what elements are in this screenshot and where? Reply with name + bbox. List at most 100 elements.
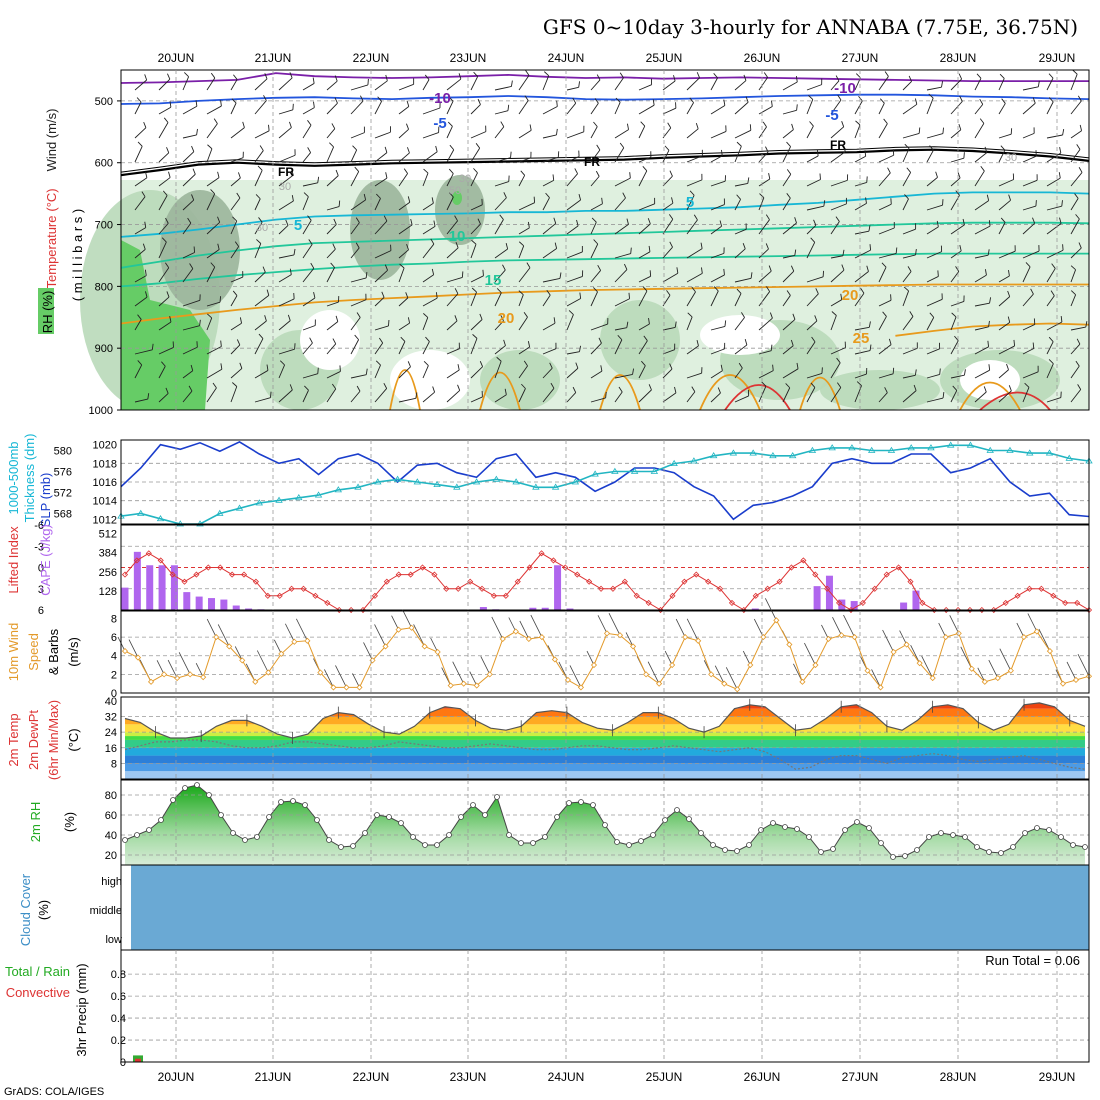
wind10m-marker (278, 650, 285, 657)
cape-bar (566, 608, 574, 610)
wind10m-marker (447, 682, 454, 689)
wind-barb-shaft (830, 99, 842, 115)
wind-barb-shaft (158, 267, 170, 283)
wind-barb-shaft (566, 86, 579, 91)
wind-barb-shaft (470, 396, 483, 403)
rh2m-marker (674, 807, 680, 813)
wind-barb-flag (641, 360, 646, 366)
wind-barb-flag (668, 214, 674, 220)
wind-barb-shaft (662, 150, 670, 163)
lifted-index-marker (157, 557, 164, 564)
wind-barb-shaft (878, 299, 892, 307)
rh-tick: 20 (105, 850, 117, 862)
rh2m-marker (770, 820, 776, 826)
lifted-index-marker (467, 578, 474, 585)
thickness-marker (413, 478, 422, 485)
wind-barb-flag (168, 171, 171, 178)
wind10m-barb (402, 609, 412, 628)
slp-tick: 1012 (93, 514, 117, 526)
wind-barb-shaft (998, 296, 1010, 307)
wind-barb-shaft (446, 173, 454, 187)
wind-barb-shaft (254, 370, 269, 379)
wind-barb-flag (884, 387, 888, 393)
wind-barb-shaft (830, 315, 837, 331)
wind-barb-flag (769, 312, 773, 319)
lifted-index-marker (990, 606, 997, 614)
wind-barb-shaft (758, 385, 767, 403)
wind-barb-shaft (926, 86, 942, 91)
wind-barb-shaft (278, 274, 292, 283)
wind-barb-flag (575, 362, 579, 369)
wind10m-marker (187, 671, 194, 678)
wind-barb-flag (410, 218, 413, 225)
wind-barb-shaft (734, 129, 752, 139)
cape-bar (900, 602, 908, 610)
wind-barb-flag (937, 270, 939, 277)
wind-tick: 8 (111, 613, 117, 625)
cloud-cover-panel: high middle low Cloud Cover (%) (18, 864, 1090, 951)
wind-barb-flag (137, 141, 143, 147)
wind-barb-shaft (182, 105, 198, 115)
wind-barb-shaft (710, 392, 721, 403)
lifted-index-marker (836, 599, 843, 606)
wind-barb-flag (334, 75, 338, 82)
wind10m-barb (921, 655, 934, 679)
cape-bar (208, 598, 216, 610)
wind-barb-shaft (1070, 365, 1080, 379)
wind10m-barb (178, 652, 191, 675)
wind-barb-shaft (878, 203, 892, 211)
wind-barb-shaft (830, 255, 843, 259)
wind-barb-flag (856, 381, 862, 386)
thickness-marker (828, 444, 836, 451)
wind-barb-shaft (614, 253, 631, 259)
cape-bar (529, 607, 537, 610)
wind-barb-flag (907, 266, 912, 272)
wind-barb-flag (455, 242, 459, 248)
wind-barb-shaft (734, 367, 743, 379)
lifted-index-marker (931, 606, 938, 614)
wind-barb-shaft (926, 177, 938, 187)
wind-barb-flag (744, 339, 748, 346)
wind-barb-shaft (974, 152, 988, 163)
rh2m-marker (194, 782, 200, 788)
thickness-marker (532, 483, 540, 490)
date-axis-top: 20JUN 21JUN 22JUN 23JUN 24JUN 25JUN 26JUN 27JUN… (158, 51, 1076, 65)
wind-barb-flag (500, 121, 505, 127)
grads-footer: GrADS: COLA/IGES (4, 1086, 104, 1098)
precip-tick: 0.4 (111, 1013, 126, 1025)
wind-barb-flag (255, 194, 261, 200)
wind-barb-flag (526, 262, 531, 268)
wind-barb-shaft (566, 199, 581, 211)
wind-barb-shaft (374, 325, 389, 331)
lifted-index-marker (609, 585, 617, 592)
wind-barb-shaft (758, 248, 769, 259)
precip-tick: 0.6 (111, 991, 126, 1003)
wind-barb-shaft (806, 341, 816, 355)
wind10m-marker (291, 638, 298, 645)
wind-barb-shaft (590, 342, 602, 355)
wind10m-marker (994, 675, 1001, 682)
wind-barb-shaft (1070, 74, 1078, 91)
wind-barb-shaft (1046, 77, 1054, 91)
wind-barb-shaft (542, 197, 550, 211)
wind-barb-shaft (470, 172, 478, 187)
wind-barb-shaft (470, 338, 478, 355)
wind-barb-flag (791, 123, 794, 130)
rh2m-marker (578, 799, 584, 805)
wind-barb-shaft (782, 319, 796, 331)
cloud-tick-middle: middle (90, 905, 122, 917)
thickness-tick: 580 (54, 446, 72, 458)
wind-barb-shaft (326, 128, 336, 139)
wind-barb-flag (144, 74, 148, 81)
wind-barb-flag (596, 144, 601, 151)
wind10m-barb (843, 614, 855, 638)
thickness-marker (986, 446, 994, 453)
wind-barb-flag (915, 248, 917, 256)
wind-barb-shaft (422, 172, 429, 187)
wind-barb-flag (330, 262, 335, 268)
wind-barb-shaft (422, 297, 438, 307)
wind-barb-shaft (950, 157, 965, 163)
wind-barb-shaft (134, 319, 142, 331)
date-label-bottom: 25JUN (646, 1070, 683, 1084)
